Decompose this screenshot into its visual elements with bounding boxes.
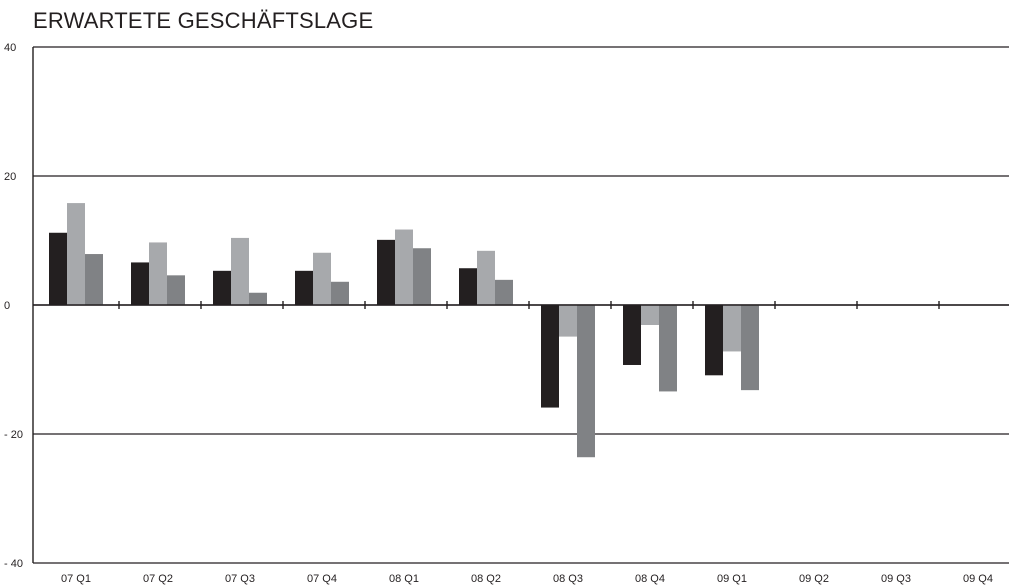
bar [67,203,85,305]
y-tick-label: 20 [4,171,16,183]
bar [641,305,659,325]
bar [459,268,477,305]
bars [49,203,759,458]
bar [295,270,313,305]
x-tick-label: 07 Q1 [61,573,91,585]
bar [49,232,67,305]
bar [495,279,513,305]
bar [623,305,641,365]
y-tick-label: - 40 [4,558,23,570]
chart-title: ERWARTETE GESCHÄFTSLAGE [33,8,374,33]
bar [577,305,595,458]
bar [413,248,431,305]
bar [659,305,677,392]
x-tick-label: 07 Q4 [307,573,337,585]
x-tick-label: 09 Q4 [963,573,993,585]
bar [85,254,103,305]
bar [131,262,149,305]
axes [32,47,1009,563]
bar [705,305,723,376]
bar [313,252,331,305]
bar [741,305,759,391]
bar [249,292,267,305]
bar [331,281,349,305]
y-tick-label: - 20 [4,429,23,441]
bar [377,239,395,305]
bar [167,275,185,305]
x-tick-label: 08 Q2 [471,573,501,585]
y-tick-label: 40 [4,42,16,54]
x-tick-label: 08 Q3 [553,573,583,585]
bar [395,229,413,305]
bar [541,305,559,408]
x-tick-label: 07 Q3 [225,573,255,585]
x-tick-label: 09 Q1 [717,573,747,585]
x-tick-label: 08 Q4 [635,573,665,585]
bar [559,305,577,337]
bar [213,270,231,305]
x-tick-label: 08 Q1 [389,573,419,585]
bar [231,237,249,305]
bar [477,250,495,305]
x-tick-label: 09 Q2 [799,573,829,585]
y-tick-label: 0 [4,300,10,312]
x-tick-label: 09 Q3 [881,573,911,585]
tick-labels: 40 20 0 - 20 - 40 07 Q1 07 Q2 07 Q3 07 Q4 08 Q1 08… [4,42,993,585]
x-tick-label: 07 Q2 [143,573,173,585]
bar [149,242,167,305]
bar [723,305,741,352]
